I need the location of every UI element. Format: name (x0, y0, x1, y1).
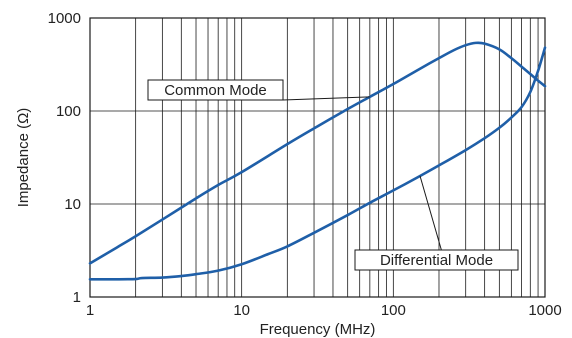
x-tick-label: 10 (233, 302, 250, 319)
y-tick-label: 1000 (48, 10, 81, 27)
plot-area-frame (89, 17, 546, 298)
callout-box-common-mode (147, 79, 284, 101)
series-line-differential-mode (88, 46, 547, 281)
x-tick-label: 1000 (528, 302, 561, 319)
callout-leader-common-mode (282, 96, 370, 101)
y-axis-label: Impedance (Ω) (15, 108, 32, 208)
annotation-layer: Common Mode Differential Mode (147, 79, 519, 271)
x-tick-label: 1 (86, 302, 94, 319)
x-tick-label: 100 (381, 302, 406, 319)
y-tick-label: 10 (64, 196, 81, 213)
series-line-common-mode (88, 41, 547, 265)
callout-label-differential-mode: Differential Mode (380, 252, 493, 269)
y-tick-label: 100 (56, 103, 81, 120)
callout-label-common-mode: Common Mode (164, 82, 267, 99)
x-axis-label: Frequency (MHz) (260, 321, 376, 338)
series-layer (88, 41, 547, 281)
tick-labels: 1 10 100 1000 1 10 100 1000 (48, 10, 562, 319)
callout-box-differential-mode (354, 249, 519, 271)
callout-leader-differential-mode (419, 175, 442, 251)
y-tick-label: 1 (73, 289, 81, 306)
